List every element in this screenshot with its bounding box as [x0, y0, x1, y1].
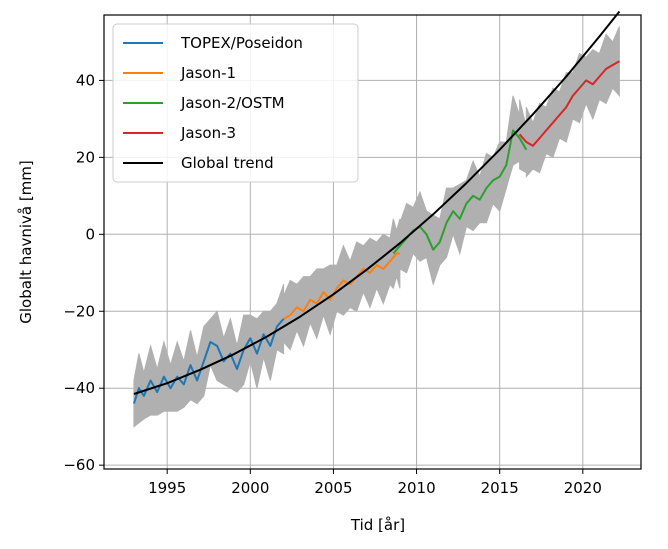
- y-tick-label: 20: [76, 148, 95, 166]
- uncertainty-band: [133, 26, 620, 428]
- legend-box: [112, 23, 359, 183]
- series-line-jason-3: [518, 60, 620, 147]
- y-tick-label: 0: [85, 225, 95, 243]
- legend-label-jason-1: Jason-1: [180, 64, 236, 82]
- x-tick-label: 2000: [231, 479, 269, 497]
- x-tick-label: 2020: [564, 479, 602, 497]
- x-tick-label: 2010: [397, 479, 435, 497]
- y-tick-label: −40: [63, 379, 95, 397]
- legend-label-jason-3: Jason-3: [180, 124, 236, 142]
- series-line-jason-1: [283, 252, 400, 320]
- uncertainty-band-area: [133, 26, 620, 428]
- ticks: 1995 2000 2005 2010 2015 2020 −60 −40 −20 0 20 40: [63, 71, 602, 497]
- legend-label-global-trend: Global trend: [181, 154, 274, 172]
- y-tick-label: −60: [63, 456, 95, 474]
- series-lines: [132, 10, 621, 404]
- series-line-global-trend: [133, 10, 621, 395]
- legend: TOPEX/Poseidon Jason-1 Jason-2/OSTM Jason-3…: [112, 23, 359, 183]
- legend-label-topex-poseidon: TOPEX/Poseidon: [180, 34, 303, 52]
- x-tick-label: 1995: [148, 479, 186, 497]
- y-tick-label: 40: [76, 71, 95, 89]
- legend-label-jason-2-ostm: Jason-2/OSTM: [180, 94, 285, 112]
- series-line-topex-poseidon: [132, 318, 285, 404]
- x-tick-label: 2005: [314, 479, 352, 497]
- plot-frame: [103, 14, 642, 470]
- x-tick-label: 2015: [481, 479, 519, 497]
- x-axis-label: Tid [år]: [350, 516, 405, 534]
- y-tick-label: −20: [63, 302, 95, 320]
- y-axis-label: Globalt havnivå [mm]: [17, 160, 35, 324]
